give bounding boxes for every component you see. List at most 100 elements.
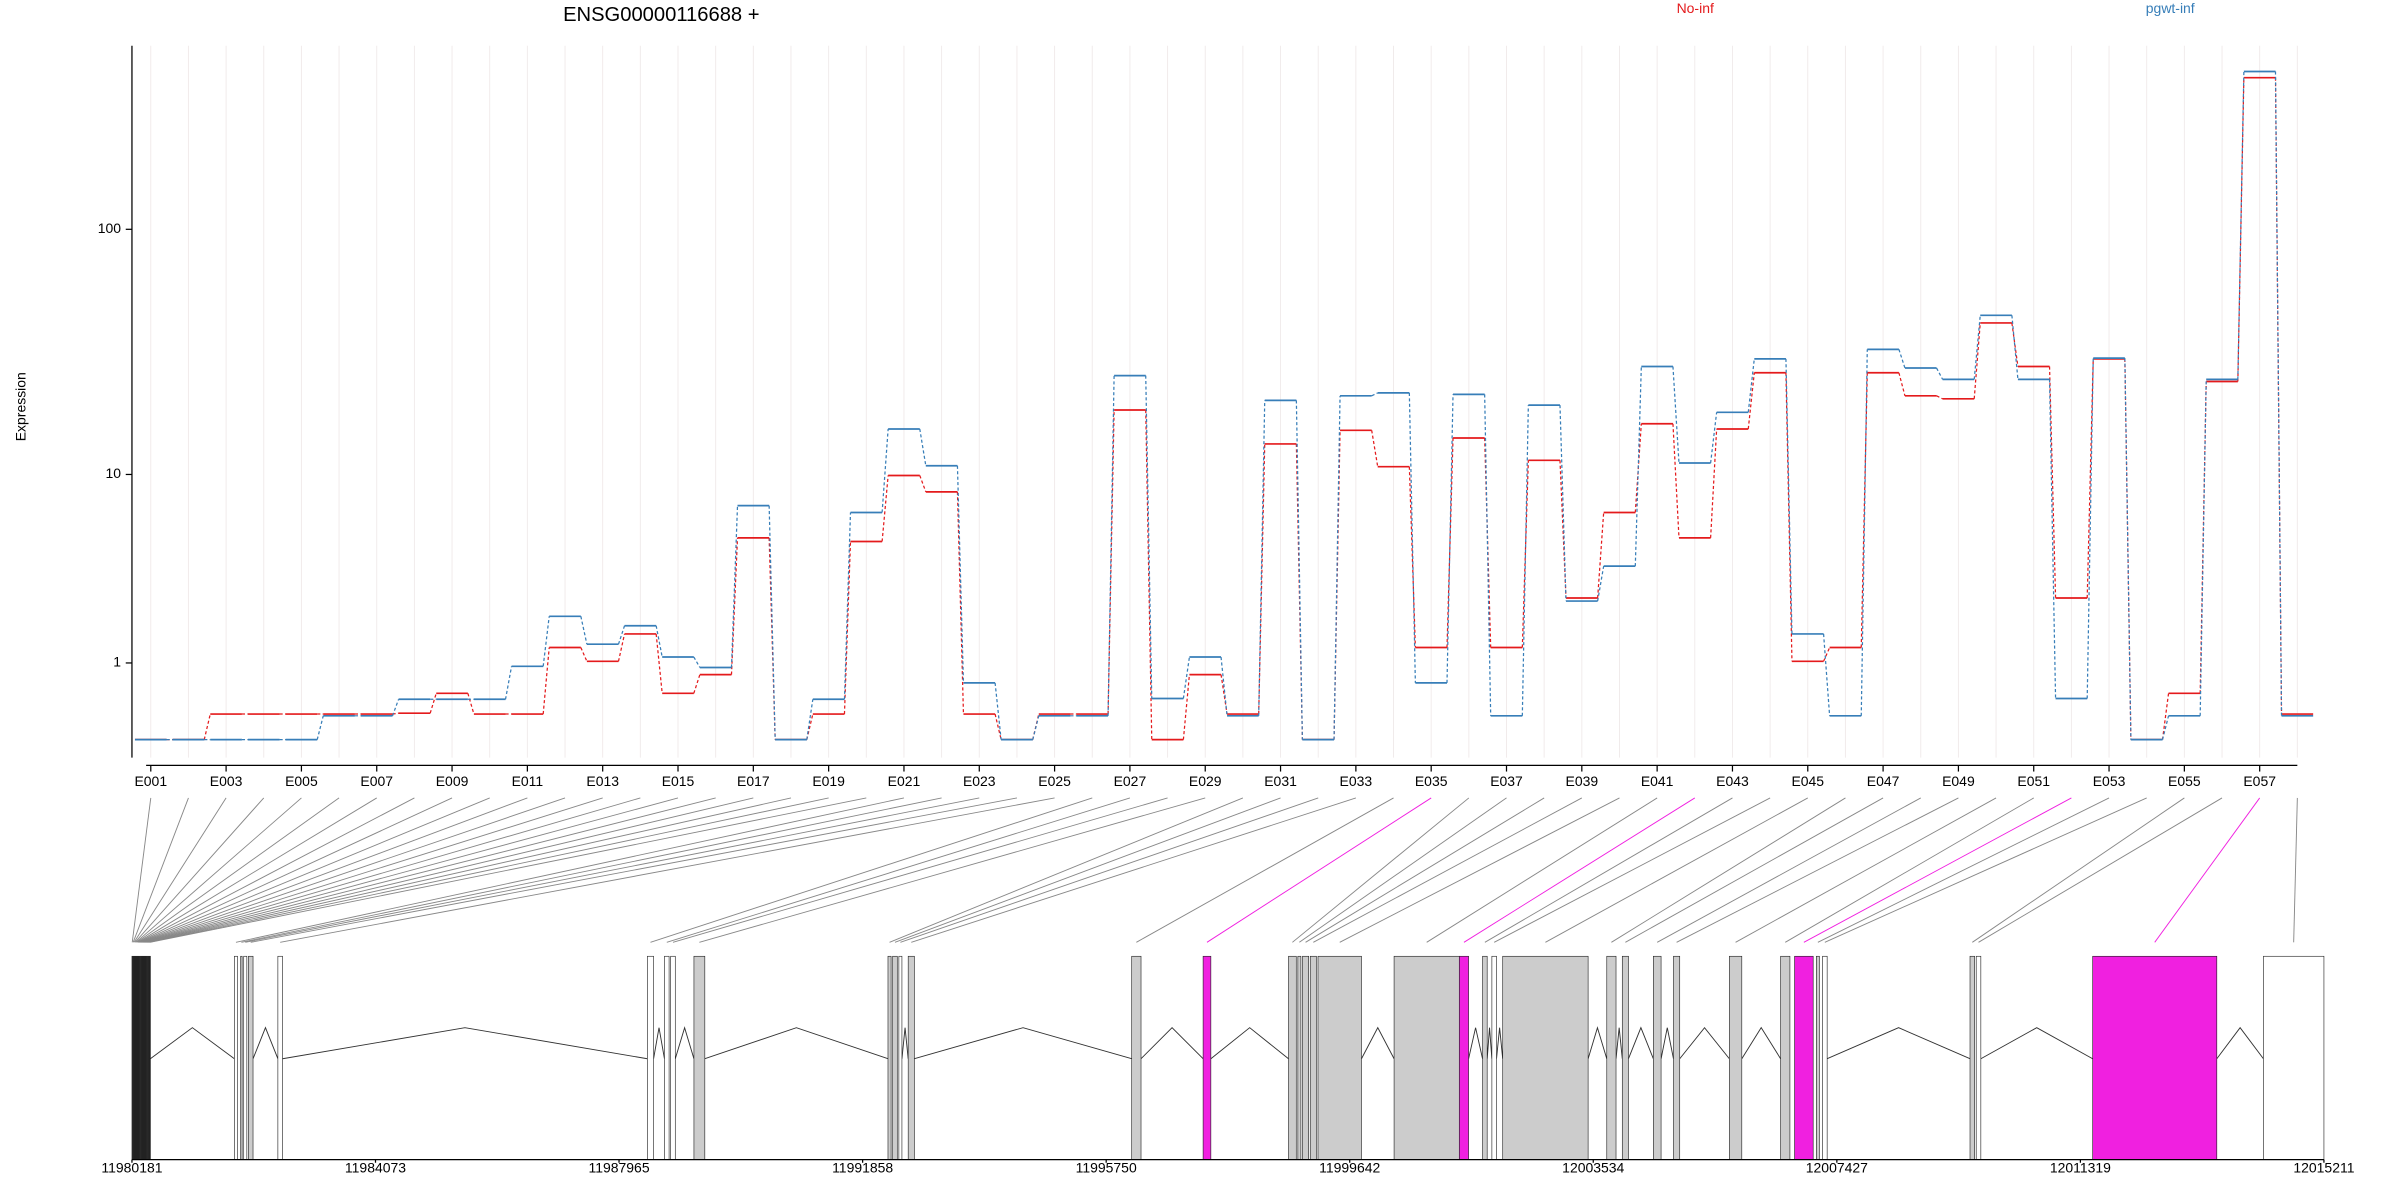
exon [147,955,149,1160]
exon-connector [245,797,980,943]
exon [142,955,145,1160]
intron [1628,1026,1654,1059]
step-connector [2237,71,2245,380]
step-connector [1860,372,1868,648]
exon [647,955,654,1160]
exon [141,955,143,1160]
exon-connector [1978,797,2223,943]
exon-connector [140,797,490,943]
exon [1822,955,1828,1160]
chart-title: ENSG00000116688 + [563,4,759,26]
genome-tick-label: 11987965 [588,1160,649,1176]
x-tick-label: E023 [963,773,996,789]
step-connector [1747,358,1755,413]
exon-connector [1735,797,1997,943]
x-tick-label: E021 [888,773,921,789]
step-connector [1559,405,1567,602]
step-connector [1258,443,1266,715]
exon [1131,955,1142,1160]
exon [1780,955,1791,1160]
exon-connector [138,797,415,943]
exon-connector [132,797,189,943]
intron [1486,1027,1493,1059]
exon-connector [147,797,754,943]
intron [1660,1027,1674,1059]
exon [144,955,147,1160]
step-connector [956,491,965,715]
step-connector [843,512,852,700]
step-connector [2048,366,2057,598]
intron [901,1027,909,1059]
step-connector [2086,358,2094,598]
x-tick-label: E025 [1038,773,1071,789]
x-tick-label: E047 [1867,773,1900,789]
step-connector [693,656,701,668]
exon-connector [1676,797,1959,943]
exon [136,955,138,1160]
exon-connector [1484,797,1733,943]
exon-connector [1463,797,1696,943]
step-connector [655,633,663,694]
exon [1297,955,1302,1160]
step-connector [1145,375,1153,699]
exon [2263,955,2325,1160]
exon [892,955,898,1160]
genome-tick-label: 12003534 [1562,1160,1624,1176]
step-connector [1107,375,1115,716]
exon-connector [145,797,679,943]
step-connector [843,541,852,715]
exon-connector [1292,797,1470,943]
exon-connector [142,797,566,943]
step-connector [2124,358,2132,740]
exon [1975,955,1982,1160]
step-connector [2161,715,2170,740]
x-tick-label: E055 [2168,773,2201,789]
genome-tick-label: 11984073 [345,1160,406,1176]
step-connector [881,475,889,542]
exon-connector [148,797,792,943]
intron [1679,1026,1730,1060]
x-tick-label: E051 [2017,773,2050,789]
step-connector [1597,512,1605,599]
exon [234,955,238,1160]
exon-connector [141,797,528,943]
step-connector [806,713,814,740]
exon [1794,955,1814,1160]
x-tick-label: E005 [285,773,318,789]
step-connector [768,537,776,740]
x-tick-label: E043 [1716,773,1749,789]
legend-label: No-inf [1677,0,1714,16]
exon-connector [250,797,1018,943]
exon-connector [143,797,603,943]
step-connector [1371,430,1379,467]
step-connector [1145,410,1153,740]
genome-tick-label: 12007427 [1806,1160,1868,1176]
exon [277,955,283,1160]
step-connector [1182,674,1191,740]
exon-connector [666,797,1131,943]
intron [252,1026,279,1059]
exon [140,955,142,1160]
step-connector [1521,405,1529,716]
step-connector [919,475,927,493]
exon [1288,955,1297,1160]
x-tick-label: E027 [1114,773,1147,789]
exon [145,955,147,1160]
exon-connector [133,797,227,943]
step-connector [542,616,550,667]
exon [1202,955,1212,1160]
step-connector [1408,392,1416,683]
step-connector [1521,460,1529,648]
step-connector [1634,366,1642,567]
intron [1468,1027,1484,1059]
step-connector [391,699,400,717]
exon [135,955,137,1160]
step-connector [1597,566,1605,602]
intron [1826,1027,1971,1060]
exon [139,955,141,1160]
step-connector [1823,647,1831,662]
x-tick-label: E013 [586,773,619,789]
exon-connector [235,797,905,943]
exon-connector [1785,797,2034,943]
